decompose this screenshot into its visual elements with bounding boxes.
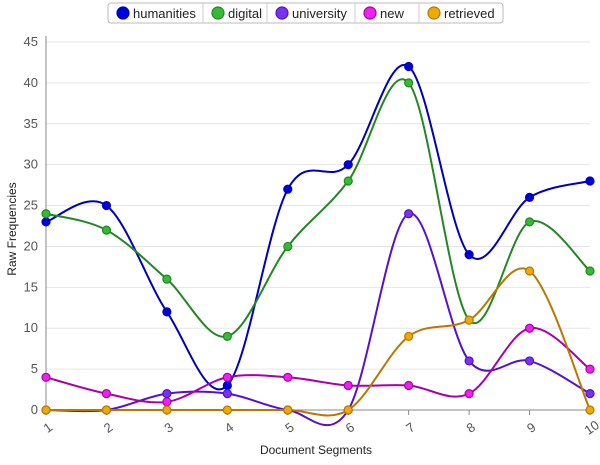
legend-marker-university [275, 6, 289, 20]
data-point-humanities[interactable] [101, 200, 112, 211]
y-tick-label: 10 [24, 320, 38, 335]
y-tick-label: 5 [31, 361, 38, 376]
data-point-digital[interactable] [283, 241, 293, 252]
legend-box [107, 2, 504, 24]
y-tick-label: 0 [31, 402, 38, 417]
data-point-new[interactable] [162, 397, 172, 407]
x-tick-label: 2 [101, 419, 116, 435]
legend-item-digital[interactable]: digital [202, 3, 262, 23]
x-tick-label: 3 [161, 419, 176, 435]
legend-label-new: new [380, 6, 404, 21]
series-line-university [45, 212, 591, 426]
data-point-humanities[interactable] [283, 184, 293, 194]
data-point-humanities[interactable] [162, 307, 172, 317]
data-point-new[interactable] [101, 389, 112, 399]
data-point-digital[interactable] [404, 78, 414, 88]
data-point-humanities[interactable] [464, 250, 474, 260]
data-point-humanities[interactable] [585, 176, 595, 186]
data-point-retrieved[interactable] [283, 405, 293, 415]
series-line-humanities [45, 63, 591, 391]
x-tick-label: 1 [40, 419, 55, 435]
x-tick-label: 5 [282, 419, 297, 435]
data-point-new[interactable] [222, 372, 232, 382]
legend-label-digital: digital [228, 6, 262, 21]
y-tick-label: 35 [24, 116, 38, 131]
legend-item-university[interactable]: university [266, 3, 347, 23]
data-point-university[interactable] [585, 389, 595, 399]
x-tick-label: 4 [222, 419, 237, 435]
y-tick-label: 25 [24, 198, 38, 213]
data-point-new[interactable] [343, 380, 353, 391]
legend-label-humanities: humanities [133, 6, 196, 21]
data-point-retrieved[interactable] [41, 405, 51, 415]
data-point-digital[interactable] [343, 176, 353, 186]
x-tick-label: 6 [343, 419, 358, 435]
y-tick-label: 40 [24, 75, 38, 90]
y-tick-label: 15 [24, 279, 38, 294]
data-point-humanities[interactable] [524, 192, 535, 202]
data-point-new[interactable] [585, 364, 595, 374]
x-tick-label: 7 [403, 419, 418, 435]
data-point-university[interactable] [162, 389, 172, 399]
data-point-humanities[interactable] [404, 61, 414, 72]
data-point-digital[interactable] [222, 331, 232, 341]
data-point-retrieved[interactable] [343, 405, 353, 415]
legend-marker-humanities [116, 6, 130, 20]
data-point-retrieved[interactable] [222, 405, 232, 415]
data-point-digital[interactable] [524, 217, 535, 227]
data-point-retrieved[interactable] [162, 405, 172, 415]
data-point-new[interactable] [41, 372, 51, 382]
data-point-university[interactable] [524, 356, 535, 366]
data-point-humanities[interactable] [222, 380, 232, 391]
data-point-humanities[interactable] [41, 217, 51, 227]
series-line-retrieved [46, 267, 591, 417]
y-tick-label: 30 [24, 157, 38, 172]
series-digital [41, 78, 595, 341]
data-point-retrieved[interactable] [464, 315, 474, 325]
data-point-digital[interactable] [162, 274, 172, 284]
data-point-university[interactable] [404, 209, 414, 219]
legend: humanities digital university new retrieved [107, 2, 504, 24]
series-layer [41, 61, 595, 426]
data-point-retrieved[interactable] [101, 405, 112, 415]
series-line-digital [45, 78, 591, 338]
legend-label-retrieved: retrieved [444, 6, 495, 21]
data-point-university[interactable] [464, 356, 474, 366]
x-tick-label: 8 [464, 419, 479, 435]
data-point-new[interactable] [404, 380, 414, 391]
legend-item-retrieved[interactable]: retrieved [418, 3, 495, 23]
y-axis-label: Raw Frequencies [5, 182, 19, 275]
data-point-university[interactable] [222, 389, 232, 399]
data-point-retrieved[interactable] [404, 331, 414, 341]
y-tick-label: 45 [24, 34, 38, 49]
data-point-retrieved[interactable] [585, 405, 595, 415]
series-retrieved [41, 266, 595, 417]
series-line-new [45, 327, 591, 404]
y-tick-label: 20 [24, 238, 38, 253]
data-point-new[interactable] [464, 389, 474, 399]
data-point-retrieved[interactable] [524, 266, 535, 276]
data-point-new[interactable] [283, 372, 293, 382]
data-point-digital[interactable] [101, 225, 112, 235]
data-point-digital[interactable] [585, 266, 595, 276]
data-point-digital[interactable] [41, 209, 51, 219]
legend-marker-digital [211, 6, 225, 20]
legend-marker-new [363, 6, 377, 20]
x-tick-label: 9 [524, 419, 539, 435]
data-point-new[interactable] [524, 323, 535, 333]
legend-label-university: university [292, 6, 347, 21]
series-humanities [41, 61, 595, 391]
legend-item-new[interactable]: new [354, 3, 404, 23]
data-point-humanities[interactable] [343, 160, 353, 170]
legend-marker-retrieved [427, 6, 441, 20]
x-axis-label: Document Segments [260, 443, 372, 457]
series-new [41, 323, 595, 407]
legend-item-humanities[interactable]: humanities [116, 6, 196, 21]
x-tick-label: 10 [581, 417, 600, 438]
